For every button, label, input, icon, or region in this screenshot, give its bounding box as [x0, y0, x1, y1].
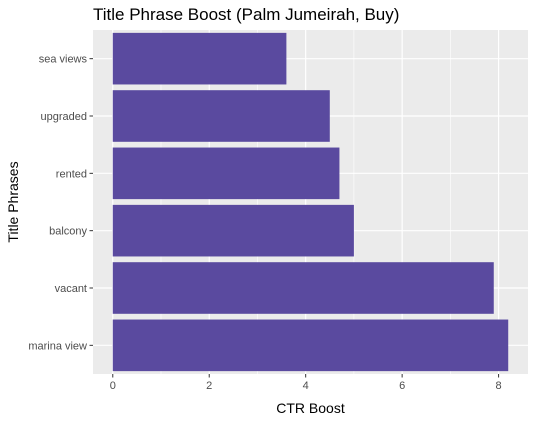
bar-marina-view	[112, 319, 509, 372]
bar-balcony	[112, 204, 354, 257]
y-tick-label: rented	[56, 168, 87, 180]
x-tick-label: 2	[206, 380, 212, 392]
x-axis: 0 2 4 6 8	[110, 374, 502, 392]
y-tick-label: upgraded	[41, 111, 88, 123]
y-tick-label: vacant	[55, 283, 87, 295]
x-tick-label: 0	[110, 380, 116, 392]
bars	[112, 32, 509, 372]
y-axis: sea views upgraded rented balcony vacant mari…	[28, 54, 93, 352]
y-tick-label: sea views	[39, 54, 88, 66]
bar-rented	[112, 147, 340, 200]
y-axis-title: Title Phrases	[5, 161, 21, 242]
bar-vacant	[112, 262, 494, 314]
bar-sea-views	[112, 32, 287, 85]
y-tick-label: balcony	[49, 226, 87, 238]
bar-upgraded	[112, 90, 330, 142]
x-tick-label: 4	[303, 380, 309, 392]
chart-title: Title Phrase Boost (Palm Jumeirah, Buy)	[93, 5, 400, 24]
y-tick-label: marina view	[28, 340, 87, 352]
x-tick-label: 6	[399, 380, 405, 392]
x-axis-title: CTR Boost	[276, 400, 345, 416]
x-tick-label: 8	[496, 380, 502, 392]
plot-panel	[93, 30, 528, 374]
